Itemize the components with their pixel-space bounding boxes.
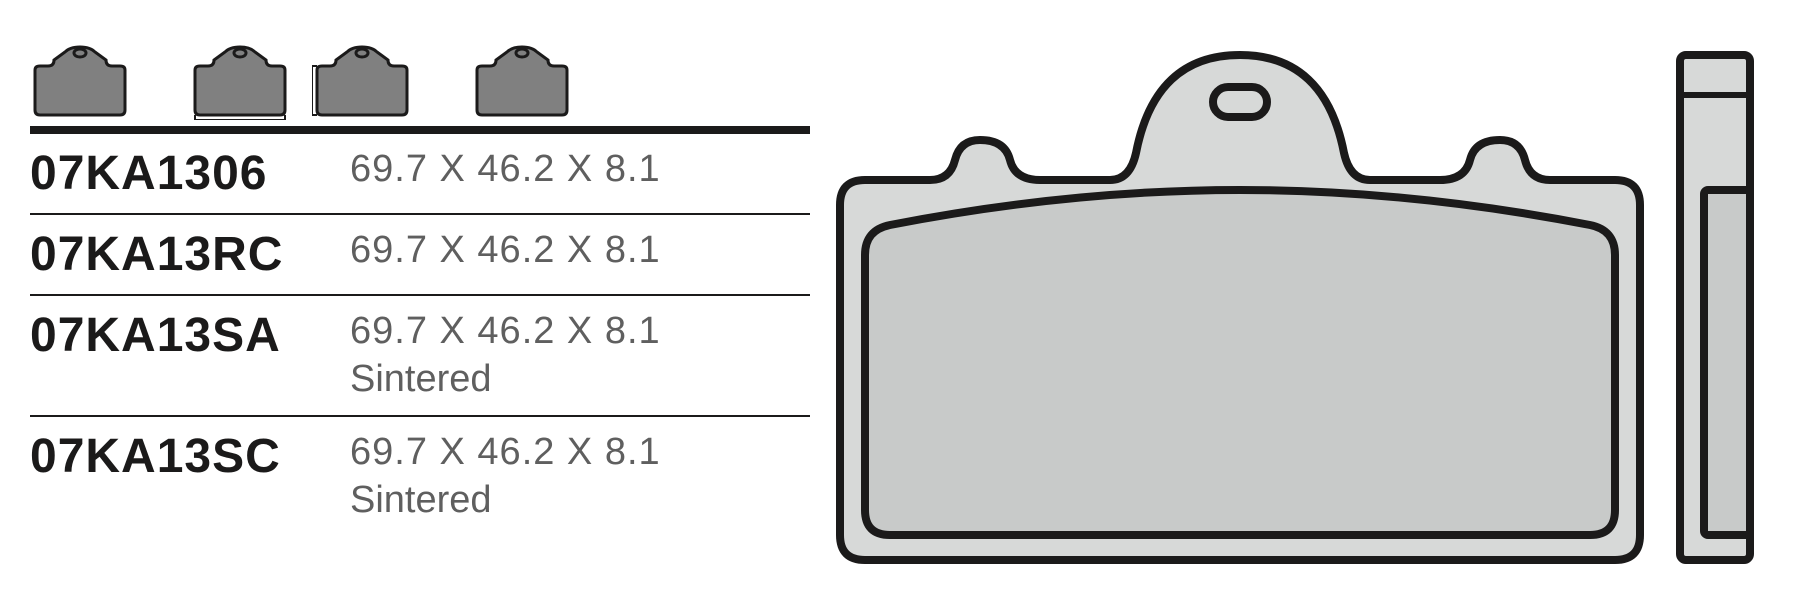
friction-face	[865, 190, 1615, 535]
technical-drawing	[810, 20, 1770, 590]
pad-thumb	[190, 42, 290, 120]
pad-thumb	[472, 42, 572, 120]
side-view	[1680, 55, 1750, 560]
part-code: 07KA13SC	[30, 429, 350, 484]
part-code: 07KA1306	[30, 146, 350, 201]
dimensions: 69.7 X 46.2 X 8.1	[350, 227, 661, 275]
dimensions: 69.7 X 46.2 X 8.1	[350, 146, 661, 194]
brake-pad-drawing	[810, 25, 1770, 585]
table-row: 07KA13RC 69.7 X 46.2 X 8.1	[30, 215, 810, 296]
pad-thumb	[30, 42, 130, 120]
pad-thumb	[312, 42, 412, 120]
dimensions: 69.7 X 46.2 X 8.1	[350, 308, 661, 356]
table-row: 07KA13SC 69.7 X 46.2 X 8.1 Sintered	[30, 417, 810, 536]
table-row: 07KA1306 69.7 X 46.2 X 8.1	[30, 134, 810, 215]
thumb-pair-dimensions	[190, 42, 412, 120]
material-note: Sintered	[350, 477, 661, 525]
table-row: 07KA13SA 69.7 X 46.2 X 8.1 Sintered	[30, 296, 810, 417]
dimensions: 69.7 X 46.2 X 8.1	[350, 429, 661, 477]
spec-panel: 07KA1306 69.7 X 46.2 X 8.1 07KA13RC 69.7…	[30, 20, 810, 590]
part-code: 07KA13RC	[30, 227, 350, 282]
part-code: 07KA13SA	[30, 308, 350, 363]
thumbnail-strip	[30, 20, 810, 120]
table-top-rule	[30, 126, 810, 134]
side-friction	[1704, 190, 1750, 535]
material-note: Sintered	[350, 356, 661, 404]
